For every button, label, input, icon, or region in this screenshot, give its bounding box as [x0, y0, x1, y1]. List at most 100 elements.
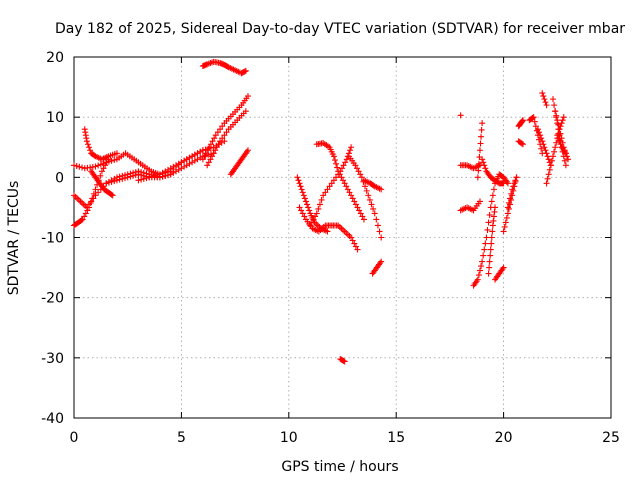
- data-point: [194, 150, 201, 157]
- data-point: [130, 172, 137, 179]
- data-point: [304, 201, 311, 208]
- data-point: [485, 219, 492, 226]
- y-axis-label: SDTVAR / TECUs: [6, 181, 22, 296]
- data-point: [173, 162, 180, 169]
- data-point: [87, 199, 94, 206]
- data-point: [488, 198, 495, 205]
- y-tick-label: 0: [55, 170, 64, 186]
- data-point: [505, 199, 512, 206]
- data-point: [244, 93, 251, 100]
- data-point: [92, 186, 99, 193]
- data-point: [191, 157, 198, 164]
- data-point: [552, 144, 559, 151]
- data-point: [183, 156, 190, 163]
- data-point: [159, 169, 166, 176]
- data-point: [501, 223, 508, 230]
- y-tick-label: -20: [41, 291, 64, 307]
- data-point: [111, 178, 118, 185]
- data-point: [537, 132, 544, 139]
- data-point: [109, 192, 116, 199]
- y-tick-label: -30: [41, 351, 64, 367]
- data-point: [545, 171, 552, 178]
- data-point: [366, 196, 373, 203]
- data-point: [563, 153, 570, 160]
- data-point: [346, 189, 353, 196]
- data-point: [489, 228, 496, 235]
- data-point: [105, 179, 112, 186]
- x-tick-label: 5: [177, 430, 186, 446]
- data-point: [555, 121, 562, 128]
- data-point: [210, 150, 217, 157]
- data-point: [531, 118, 538, 125]
- data-point: [342, 159, 349, 166]
- data-point: [221, 132, 228, 139]
- data-point: [175, 160, 182, 167]
- data-point: [186, 154, 193, 161]
- data-point: [175, 166, 182, 173]
- data-point: [295, 177, 302, 184]
- data-point: [320, 192, 327, 199]
- data-point: [508, 190, 515, 197]
- data-point: [209, 153, 216, 160]
- data-point: [167, 165, 174, 172]
- data-point: [318, 196, 325, 203]
- data-point: [557, 141, 564, 148]
- data-point: [244, 147, 251, 154]
- data-point: [71, 162, 77, 169]
- data-point: [538, 135, 545, 142]
- data-point: [82, 210, 89, 217]
- data-point: [548, 157, 555, 164]
- data-point: [530, 114, 537, 121]
- data-point: [135, 177, 142, 184]
- data-point: [347, 147, 354, 154]
- data-point: [298, 186, 305, 193]
- data-point: [476, 198, 483, 205]
- data-point: [529, 114, 536, 121]
- data-point: [352, 243, 359, 250]
- data-point: [478, 133, 485, 140]
- data-point: [86, 204, 93, 211]
- data-point: [111, 157, 118, 164]
- data-point: [338, 174, 345, 181]
- data-point: [224, 63, 231, 70]
- data-point: [167, 171, 174, 178]
- data-point: [562, 162, 569, 169]
- plot-frame: [73, 56, 612, 419]
- data-point: [213, 144, 220, 151]
- data-point: [556, 126, 563, 133]
- data-point: [334, 164, 341, 171]
- data-point: [341, 180, 348, 187]
- data-point: [518, 140, 525, 147]
- data-point: [519, 117, 526, 124]
- data-point: [541, 96, 548, 103]
- data-point: [209, 138, 216, 145]
- data-point: [326, 183, 333, 190]
- data-point: [373, 216, 380, 223]
- data-point: [550, 153, 557, 160]
- data-point: [212, 132, 219, 139]
- data-point: [368, 201, 375, 208]
- data-point: [365, 192, 372, 199]
- data-point: [554, 132, 561, 139]
- data-point: [343, 156, 350, 163]
- grid-lines: [74, 57, 611, 418]
- data-point: [199, 156, 206, 163]
- data-point: [89, 195, 96, 202]
- data-point: [486, 264, 493, 271]
- y-tick-label: 20: [46, 50, 64, 66]
- data-point: [84, 207, 91, 214]
- y-tick-label: -40: [41, 411, 64, 427]
- data-point: [315, 205, 322, 212]
- data-point: [294, 174, 301, 181]
- data-point: [297, 183, 304, 190]
- data-point: [84, 141, 91, 148]
- data-point: [132, 172, 139, 179]
- data-point: [316, 201, 323, 208]
- data-point: [103, 159, 110, 166]
- data-point: [92, 163, 99, 170]
- data-point: [178, 165, 185, 172]
- data-point: [474, 174, 481, 181]
- data-point: [487, 246, 494, 253]
- data-point: [186, 160, 193, 167]
- data-point: [349, 195, 356, 202]
